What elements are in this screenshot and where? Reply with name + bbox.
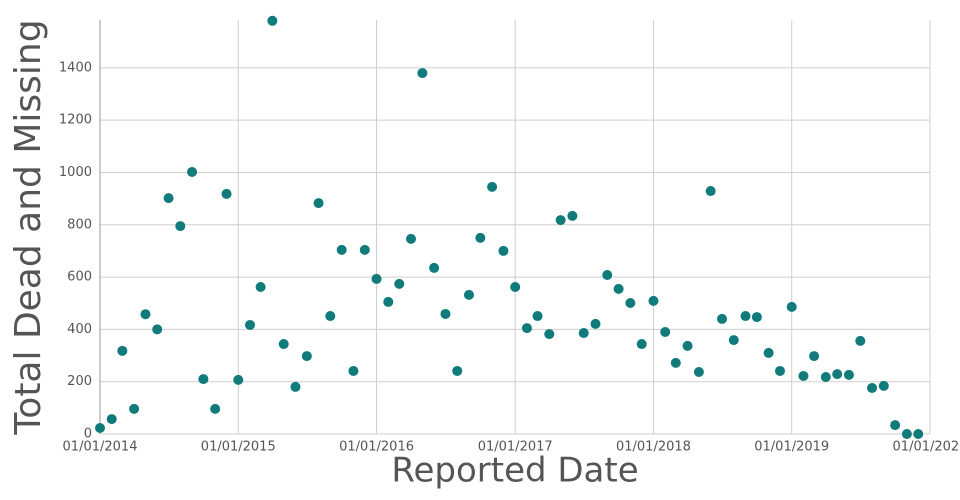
point: [705, 186, 716, 197]
x-tick-label: 01/01/2015: [201, 440, 276, 455]
point: [313, 198, 324, 209]
y-tick-label: 600: [67, 270, 92, 285]
point: [878, 380, 889, 391]
point: [152, 324, 163, 335]
point: [820, 371, 831, 382]
point: [728, 335, 739, 346]
point: [774, 365, 785, 376]
x-tick-label: 01/01/2020: [893, 440, 960, 455]
point: [682, 340, 693, 351]
point: [117, 345, 128, 356]
point: [763, 347, 774, 358]
point: [740, 311, 751, 322]
point: [210, 403, 221, 414]
point: [890, 420, 901, 431]
point: [498, 245, 509, 256]
y-tick-label: 1200: [59, 113, 92, 128]
point: [578, 328, 589, 339]
point: [163, 193, 174, 204]
x-tick-label: 01/01/2017: [478, 440, 553, 455]
x-axis-title: Reported Date: [391, 451, 638, 491]
point: [394, 278, 405, 289]
point: [544, 329, 555, 340]
y-tick-label: 0: [84, 427, 92, 442]
point: [613, 283, 624, 294]
point: [452, 365, 463, 376]
point: [383, 296, 394, 307]
point: [901, 429, 912, 439]
point: [809, 351, 820, 362]
point: [487, 181, 498, 192]
point: [670, 357, 681, 368]
point: [625, 297, 636, 308]
point: [359, 244, 370, 255]
point: [278, 339, 289, 350]
point: [867, 382, 878, 393]
y-tick-label: 1400: [59, 60, 92, 75]
point: [106, 414, 117, 425]
point: [255, 282, 266, 293]
point: [95, 422, 105, 433]
point: [140, 309, 151, 320]
point: [510, 282, 521, 293]
point: [440, 308, 451, 319]
point: [336, 244, 347, 255]
y-tick-label: 400: [67, 322, 92, 337]
point: [855, 335, 866, 346]
point: [786, 301, 797, 312]
x-tick-label: 01/01/2019: [754, 440, 829, 455]
point: [798, 370, 809, 381]
point: [717, 313, 728, 324]
point: [660, 327, 671, 338]
x-tick-label: 01/01/2018: [616, 440, 691, 455]
point: [475, 232, 486, 243]
point: [187, 166, 198, 177]
point: [521, 323, 532, 334]
x-tick-label: 01/01/2014: [63, 440, 138, 455]
point: [417, 68, 428, 79]
point: [913, 429, 924, 439]
point: [555, 215, 566, 226]
point: [751, 312, 762, 323]
y-axis-title: Total Dead and Missing: [8, 19, 49, 435]
point: [348, 365, 359, 376]
point: [175, 221, 186, 232]
point: [843, 369, 854, 380]
point: [429, 262, 440, 273]
point: [198, 374, 209, 385]
point: [290, 381, 301, 392]
point: [590, 318, 601, 329]
point: [301, 351, 312, 362]
point: [221, 188, 232, 199]
point: [602, 269, 613, 280]
y-tick-label: 200: [67, 374, 92, 389]
point: [325, 311, 336, 322]
point: [129, 403, 140, 414]
point: [245, 319, 256, 330]
point: [233, 374, 244, 385]
point: [406, 233, 417, 244]
point: [463, 289, 474, 300]
point: [636, 339, 647, 350]
point: [648, 295, 659, 306]
point: [567, 210, 578, 221]
y-tick-label: 1000: [59, 165, 92, 180]
point: [267, 15, 278, 26]
point: [371, 273, 382, 284]
point: [832, 369, 843, 380]
point: [532, 311, 543, 322]
point: [693, 367, 704, 378]
y-tick-label: 800: [67, 217, 92, 232]
x-tick-label: 01/01/2016: [339, 440, 414, 455]
